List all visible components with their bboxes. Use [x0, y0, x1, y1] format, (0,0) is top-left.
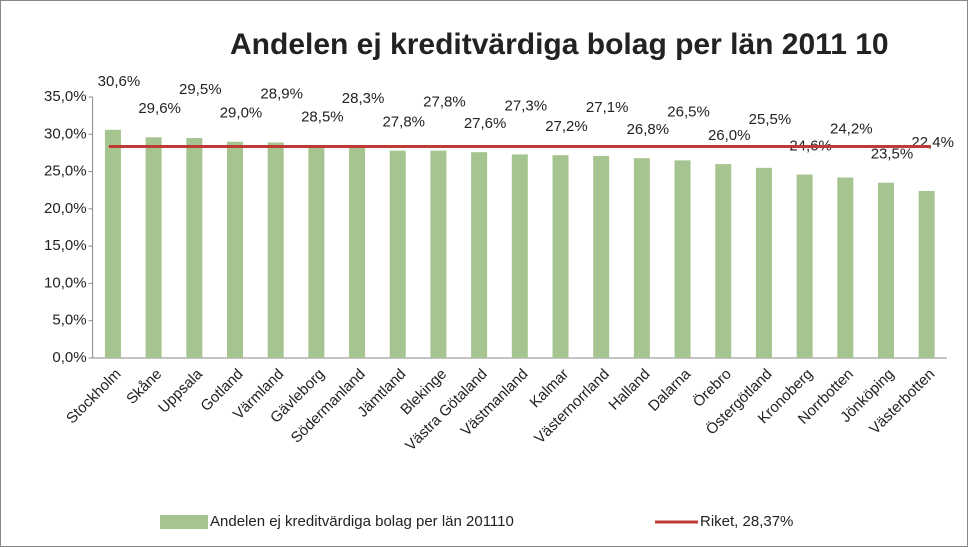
- bar: [593, 155, 610, 358]
- bar: [715, 164, 732, 358]
- y-tick-label: 5,0%: [52, 312, 86, 329]
- y-tick-label: 15,0%: [44, 237, 87, 254]
- y-tick-label: 30,0%: [44, 125, 87, 142]
- y-tick-label: 35,0%: [44, 88, 87, 105]
- data-label: 28,9%: [260, 85, 303, 102]
- chart-title: Andelen ej kreditvärdiga bolag per län 2…: [230, 28, 889, 61]
- data-label: 27,2%: [545, 118, 588, 135]
- data-label: 24,2%: [830, 121, 873, 138]
- bar: [471, 152, 488, 358]
- bar: [349, 146, 366, 358]
- data-label: 27,1%: [586, 99, 629, 116]
- data-label: 26,8%: [627, 121, 670, 138]
- data-label: 22,4%: [911, 134, 954, 151]
- data-label: 29,0%: [220, 105, 263, 122]
- bar: [755, 167, 772, 358]
- data-label: 29,6%: [138, 100, 181, 117]
- bar: [918, 190, 935, 358]
- data-label: 25,5%: [749, 111, 792, 128]
- bar: [186, 138, 203, 358]
- bar: [389, 150, 406, 358]
- bar: [837, 177, 854, 358]
- legend-label: Riket, 28,37%: [700, 513, 793, 530]
- bar: [877, 182, 894, 358]
- data-label: 28,5%: [301, 108, 344, 125]
- data-label: 26,0%: [708, 127, 751, 144]
- bar: [227, 141, 243, 358]
- bar: [511, 154, 528, 358]
- bar: [104, 129, 121, 358]
- data-label: 26,5%: [667, 103, 710, 120]
- y-tick-label: 10,0%: [44, 274, 87, 291]
- bar: [633, 158, 650, 358]
- bar: [674, 160, 691, 358]
- data-label: 27,3%: [505, 97, 548, 114]
- data-label: 27,8%: [382, 114, 425, 131]
- data-label: 30,6%: [98, 73, 141, 90]
- y-tick-label: 25,0%: [44, 163, 87, 180]
- bar: [796, 174, 813, 358]
- bar: [267, 142, 284, 358]
- legend-swatch: [160, 515, 208, 529]
- data-label: 28,3%: [342, 90, 385, 107]
- bar: [430, 150, 447, 358]
- bar: [552, 155, 569, 358]
- legend-label: Andelen ej kreditvärdiga bolag per län 2…: [210, 513, 514, 530]
- data-label: 27,8%: [423, 94, 466, 111]
- data-label: 23,5%: [871, 146, 914, 163]
- y-tick-label: 20,0%: [44, 200, 87, 217]
- data-label: 27,6%: [464, 115, 507, 132]
- y-tick-label: 0,0%: [52, 349, 86, 366]
- data-label: 29,5%: [179, 81, 222, 98]
- bar: [145, 137, 162, 358]
- bar: [308, 145, 325, 358]
